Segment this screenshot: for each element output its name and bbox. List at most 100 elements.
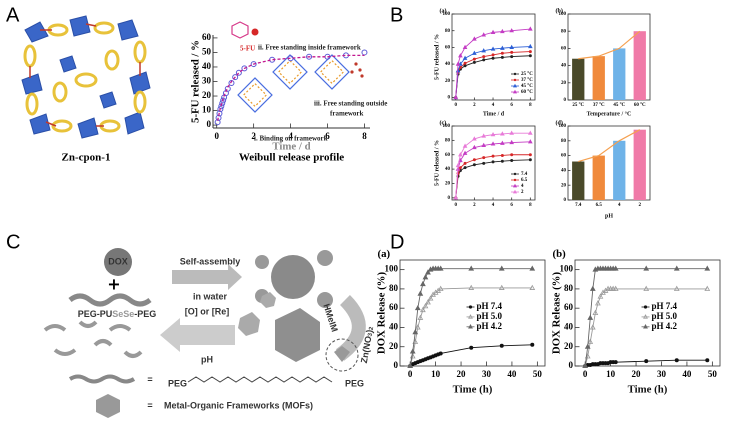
- x-tick-label: 50: [533, 369, 543, 379]
- y-axis-label: DOX Release (%): [375, 272, 387, 355]
- dox-sphere: [104, 248, 132, 276]
- data-point: [463, 161, 467, 165]
- series-line: [409, 268, 533, 367]
- salt-part: 2: [368, 326, 375, 331]
- plot-frame: [574, 259, 721, 367]
- micelle: [255, 255, 269, 269]
- series-line: [455, 159, 531, 198]
- y-tick-label: 60: [389, 302, 399, 312]
- x-tick-label: 50: [708, 369, 718, 379]
- x-axis-label: Time (h): [628, 383, 668, 395]
- x-tick-label: 2: [473, 103, 476, 108]
- mof-crystal: [260, 292, 276, 308]
- y-tick-label: 40: [564, 322, 574, 332]
- data-point: [425, 299, 431, 305]
- data-point: [250, 61, 257, 68]
- legend-label: 45 °C: [521, 84, 533, 89]
- data-point: [455, 61, 461, 66]
- data-point: [217, 106, 224, 113]
- data-point: [482, 161, 486, 165]
- x-tick-label: 37 °C: [593, 103, 605, 108]
- subplot-label: (b): [553, 248, 567, 260]
- data-point: [587, 314, 594, 320]
- x-tick-label: 0: [583, 369, 588, 379]
- data-point: [463, 166, 467, 170]
- peg-label: PEG: [345, 378, 364, 388]
- panel-label: C: [6, 231, 20, 253]
- bar: [613, 48, 626, 100]
- y-tick-label: 100: [560, 264, 574, 274]
- data-point: [427, 295, 434, 301]
- data-point: [528, 158, 532, 162]
- salt-part: 3: [367, 332, 374, 337]
- y-tick-label: 80: [445, 29, 451, 34]
- x-tick-label: 0: [454, 203, 457, 208]
- bar: [613, 140, 626, 200]
- y-tick-label: 60: [445, 46, 451, 51]
- data-point: [592, 309, 599, 316]
- framework-structure: [21, 15, 151, 139]
- y-tick-label: 0: [564, 98, 567, 103]
- data-point: [674, 358, 679, 363]
- x-tick-label: 10: [431, 369, 441, 379]
- data-point: [597, 293, 604, 299]
- legend-marker: [468, 305, 473, 309]
- legend-marker: [643, 324, 648, 329]
- y-tick-label: 20: [561, 183, 567, 188]
- x-tick-label: 8: [529, 103, 532, 108]
- y-tick-label: 60: [202, 32, 212, 42]
- data-point: [472, 144, 477, 150]
- legend-marker: [468, 324, 473, 329]
- y-tick-label: 100: [443, 12, 451, 17]
- legend-label: pH 4.2: [477, 321, 503, 331]
- trend-line: [578, 30, 641, 60]
- data-point: [589, 285, 596, 291]
- data-point: [417, 290, 424, 296]
- y-tick-label: 0: [448, 96, 451, 101]
- data-point: [500, 131, 505, 136]
- y-tick-label: 0: [207, 119, 212, 129]
- y-tick-label: 40: [202, 61, 212, 71]
- data-point: [528, 54, 532, 58]
- y-tick-label: 60: [564, 302, 574, 312]
- data-point: [673, 285, 680, 291]
- legend-label: pH 5.0: [652, 311, 678, 321]
- data-point: [482, 156, 486, 160]
- data-point: [437, 265, 444, 271]
- data-point: [529, 265, 536, 271]
- legend-label: 60 °C: [521, 90, 533, 95]
- release-icons: [231, 21, 364, 113]
- mof-crystal: [334, 346, 350, 362]
- chart-title: Weibull release profile: [239, 152, 344, 164]
- fragments: [43, 320, 143, 358]
- data-point: [582, 362, 589, 369]
- data-point: [500, 45, 505, 50]
- data-point: [468, 265, 475, 271]
- x-tick-label: 4: [288, 131, 293, 141]
- y-tick-label: 80: [564, 283, 574, 293]
- annotation: i. Binding on framework: [254, 135, 328, 143]
- y-tick-label: 0: [394, 360, 399, 370]
- y-tick-label: 20: [202, 90, 212, 100]
- series-line: [455, 46, 531, 98]
- mof-crystal: [238, 312, 260, 336]
- y-tick-label: 10: [202, 105, 212, 115]
- data-point: [472, 158, 476, 162]
- bar: [572, 58, 585, 100]
- x-tick-label: 0: [214, 131, 219, 141]
- series-line: [584, 268, 708, 367]
- data-point: [417, 314, 424, 320]
- polymer-part: -PEG: [134, 309, 156, 319]
- data-point: [510, 50, 514, 54]
- polymer-label: PEG-PUSeSe-PEG: [78, 309, 157, 319]
- y-tick-label: 60: [561, 47, 567, 52]
- plus: +: [107, 275, 120, 294]
- data-point: [422, 274, 429, 280]
- panel-label: B: [390, 4, 403, 26]
- data-point: [490, 141, 496, 146]
- series-line: [455, 141, 531, 198]
- data-point: [235, 69, 242, 76]
- data-point: [498, 284, 505, 290]
- data-point: [455, 162, 461, 168]
- series-line: [216, 54, 365, 121]
